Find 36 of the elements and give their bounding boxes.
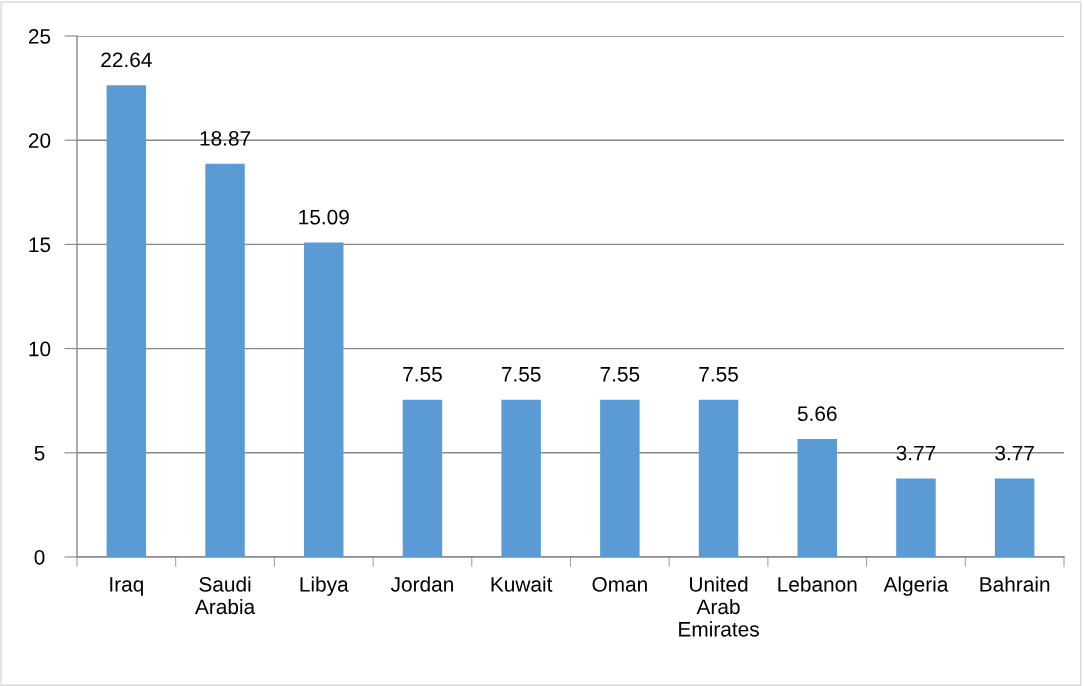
data-label: 7.55 <box>699 367 738 382</box>
data-label: 7.55 <box>600 367 640 382</box>
data-label: 3.77 <box>995 445 1034 461</box>
y-tick-label: 20 <box>28 133 51 148</box>
x-tick-label: Kuwait <box>491 576 553 592</box>
x-tick-label: United Arab Emirates <box>679 576 759 637</box>
y-tick-label: 0 <box>34 550 45 565</box>
bar <box>698 399 739 557</box>
bar <box>402 399 443 557</box>
bar <box>205 163 245 557</box>
data-label: 5.66 <box>797 406 837 422</box>
y-tick-label: 5 <box>34 446 45 461</box>
bar <box>304 242 344 557</box>
x-tick-label: Oman <box>592 576 647 592</box>
data-label: 22.64 <box>101 52 152 68</box>
bar <box>896 478 936 557</box>
x-tick-label: Libya <box>300 576 349 596</box>
bar <box>600 399 640 557</box>
data-label: 18.87 <box>200 130 251 146</box>
y-tick-label: 25 <box>28 29 51 44</box>
data-label: 7.55 <box>403 367 442 382</box>
x-tick-label: Bahrain <box>980 576 1050 592</box>
x-tick-label: Jordan <box>390 576 453 592</box>
x-tick-label: Algeria <box>883 576 949 596</box>
x-tick-label: Iraq <box>110 577 143 596</box>
data-label: 15.09 <box>299 209 349 225</box>
x-tick-label: Saudi Arabia <box>194 576 256 615</box>
y-tick-label: 15 <box>29 237 51 253</box>
bar <box>106 85 147 557</box>
x-tick-label: Lebanon <box>778 576 857 592</box>
y-tick-label: 10 <box>29 341 51 357</box>
bar <box>797 439 837 557</box>
data-label: 7.55 <box>501 367 541 382</box>
bar <box>501 399 541 557</box>
data-label: 3.77 <box>896 445 936 461</box>
bar <box>994 478 1035 557</box>
